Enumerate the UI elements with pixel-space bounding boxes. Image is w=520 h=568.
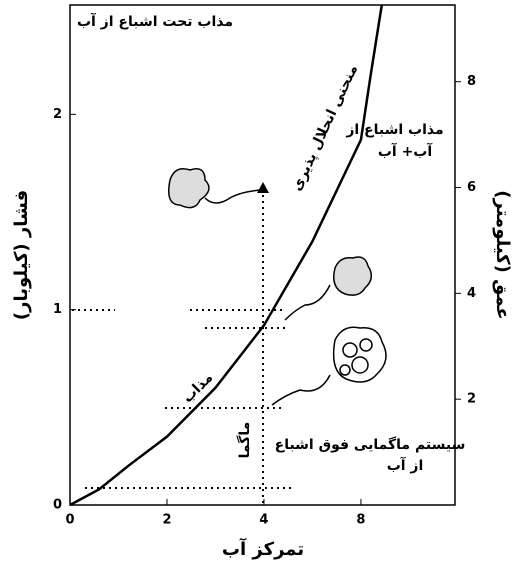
annotation: سیستم ماگمایی فوق اشباع	[275, 436, 466, 453]
annotation: مذاب	[180, 370, 217, 407]
annotation: مذاب اشباع از	[345, 122, 443, 138]
guides	[72, 182, 295, 503]
y2-tick-label: 6	[467, 180, 476, 195]
y-tick-label: 2	[53, 107, 62, 122]
y2-tick-label: 4	[467, 286, 476, 301]
chart: مذاب تحت اشباع از آب مذاب اشباع از آب+ آ…	[0, 0, 520, 568]
x-tick-label: 4	[259, 513, 268, 528]
annotation: از آب	[387, 456, 424, 474]
y-tick-label: 0	[53, 498, 62, 513]
annotation: ماگما	[236, 422, 253, 459]
sketches	[169, 169, 386, 405]
y-tick-label: 1	[53, 302, 62, 317]
y2-tick-label: 8	[467, 74, 476, 89]
annotation: مذاب تحت اشباع از آب	[77, 12, 233, 30]
y2-tick-label: 2	[467, 392, 476, 407]
x-axis-label: تمرکز آب	[222, 537, 304, 560]
y2-axis-label: عمق (کیلومتر)	[492, 190, 513, 319]
solubility-curve	[70, 5, 382, 505]
x-tick-label: 2	[162, 513, 171, 528]
x-tick-label: 0	[65, 513, 74, 528]
y-axis-label: فشار (کیلوبار)	[11, 190, 32, 320]
annotation: آب+ آب	[378, 142, 434, 160]
x-tick-label: 8	[356, 513, 365, 528]
